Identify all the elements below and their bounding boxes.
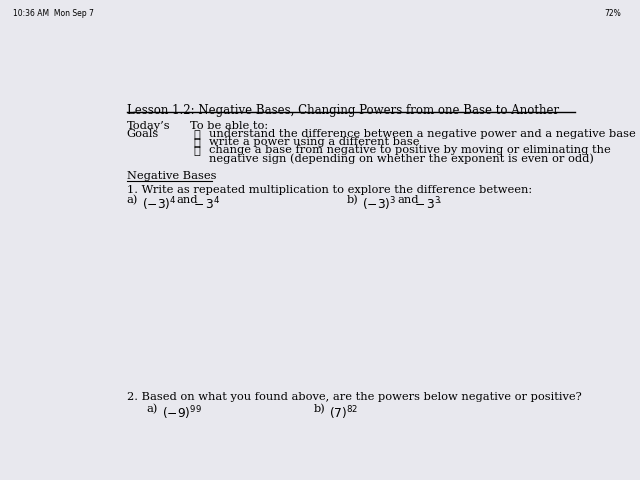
Text: negative sign (depending on whether the exponent is even or odd): negative sign (depending on whether the … — [209, 154, 595, 164]
Text: 72%: 72% — [604, 9, 621, 18]
Text: $-\,3^{3}$: $-\,3^{3}$ — [414, 195, 441, 212]
Text: ✓: ✓ — [193, 129, 200, 140]
Text: change a base from negative to positive by moving or eliminating the: change a base from negative to positive … — [209, 145, 611, 156]
Text: and: and — [177, 195, 198, 205]
Text: Today’s: Today’s — [127, 121, 170, 131]
Text: write a power using a different base: write a power using a different base — [209, 137, 420, 147]
Text: a): a) — [146, 404, 157, 415]
Text: .: . — [438, 195, 442, 205]
Text: ✓: ✓ — [193, 145, 200, 156]
Text: 10:36 AM  Mon Sep 7: 10:36 AM Mon Sep 7 — [13, 9, 93, 18]
Text: 1. Write as repeated multiplication to explore the difference between:: 1. Write as repeated multiplication to e… — [127, 185, 532, 195]
Text: $(-9)^{99}$: $(-9)^{99}$ — [161, 404, 202, 422]
Text: $-\,3^{4}$: $-\,3^{4}$ — [193, 195, 220, 212]
Text: $(-3)^{3}$: $(-3)^{3}$ — [362, 195, 397, 213]
Text: Goals: Goals — [127, 129, 159, 139]
Text: ✓: ✓ — [193, 137, 200, 148]
Text: Lesson 1.2: Negative Bases, Changing Powers from one Base to Another: Lesson 1.2: Negative Bases, Changing Pow… — [127, 104, 559, 117]
Text: $(7)^{82}$: $(7)^{82}$ — [330, 404, 359, 422]
Text: $(-3)^{4}$: $(-3)^{4}$ — [142, 195, 177, 213]
Text: and: and — [397, 195, 419, 205]
Text: b): b) — [314, 404, 326, 415]
Text: 2. Based on what you found above, are the powers below negative or positive?: 2. Based on what you found above, are th… — [127, 392, 582, 402]
Text: Negative Bases: Negative Bases — [127, 171, 216, 181]
Text: understand the difference between a negative power and a negative base: understand the difference between a nega… — [209, 129, 636, 139]
Text: To be able to:: To be able to: — [190, 121, 268, 131]
Text: b): b) — [347, 195, 359, 205]
Text: a): a) — [127, 195, 138, 205]
